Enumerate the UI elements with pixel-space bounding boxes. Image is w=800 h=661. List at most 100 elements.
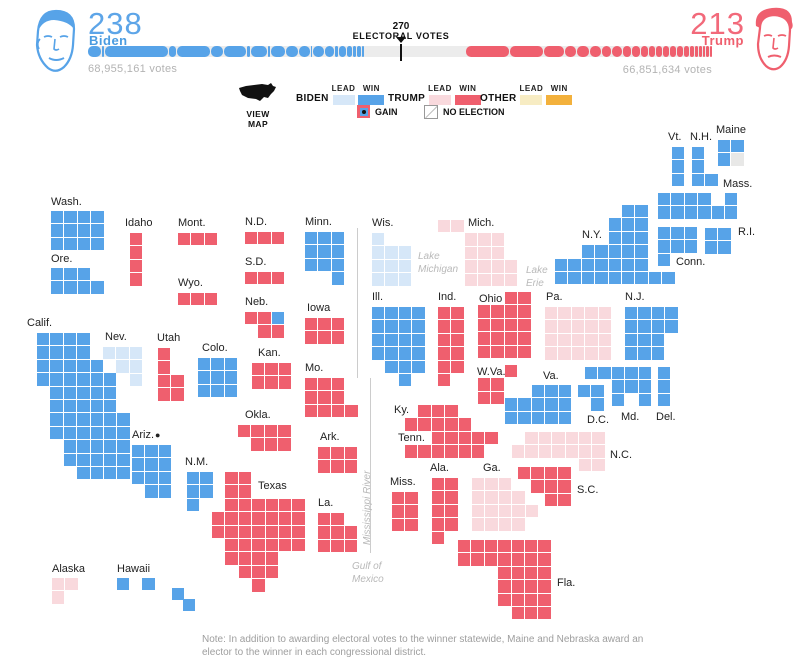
state-cell-kan[interactable] <box>265 363 278 376</box>
state-cell-mass[interactable] <box>725 193 738 206</box>
state-cell-del[interactable] <box>658 380 671 393</box>
state-cell-sd[interactable] <box>245 272 258 285</box>
state-cell-ohio[interactable] <box>491 318 504 332</box>
state-cell-md[interactable] <box>611 367 625 380</box>
state-cell-texas[interactable] <box>212 525 225 538</box>
state-cell-ill[interactable] <box>412 360 425 373</box>
state-cell-maine[interactable] <box>718 140 731 153</box>
state-cell-ill[interactable] <box>372 320 385 333</box>
state-cell-ill[interactable] <box>385 360 398 373</box>
state-cell-mich[interactable] <box>505 260 518 273</box>
state-cell-sc[interactable] <box>531 480 544 493</box>
state-cell-ala[interactable] <box>445 518 458 531</box>
state-cell-nc[interactable] <box>552 432 565 445</box>
state-cell-mont[interactable] <box>191 233 204 246</box>
state-cell-ny[interactable] <box>635 258 648 271</box>
state-cell-texas[interactable] <box>212 512 225 525</box>
state-cell-ny[interactable] <box>622 258 635 271</box>
state-cell-va[interactable] <box>518 411 531 425</box>
state-cell-sc[interactable] <box>544 480 558 493</box>
state-cell-mo[interactable] <box>305 391 318 404</box>
state-cell-ny[interactable] <box>581 245 595 258</box>
state-cell-texas[interactable] <box>252 498 265 512</box>
state-cell-iowa[interactable] <box>331 318 345 331</box>
state-cell-calif[interactable] <box>117 426 130 440</box>
state-cell-pa[interactable] <box>598 320 611 333</box>
state-cell-ohio[interactable] <box>491 345 504 358</box>
state-cell-wis[interactable] <box>398 273 412 286</box>
state-cell-calif[interactable] <box>63 386 77 399</box>
state-cell-ky[interactable] <box>445 405 458 418</box>
state-cell-ny[interactable] <box>622 272 635 285</box>
state-cell-nh[interactable] <box>692 147 705 160</box>
state-cell-calif[interactable] <box>77 400 90 413</box>
state-cell-ill[interactable] <box>398 333 412 347</box>
state-cell-mass[interactable] <box>711 206 724 219</box>
state-cell-ind[interactable] <box>451 347 464 360</box>
state-cell-nh[interactable] <box>692 173 705 187</box>
state-cell-mass[interactable] <box>658 193 671 206</box>
state-cell-idaho[interactable] <box>130 259 143 273</box>
state-cell-ohio[interactable] <box>518 305 531 318</box>
state-cell-ore[interactable] <box>77 268 91 281</box>
state-cell-fla[interactable] <box>498 580 511 593</box>
state-cell-nm[interactable] <box>200 472 213 485</box>
state-cell-texas[interactable] <box>238 498 252 512</box>
state-cell-ill[interactable] <box>398 360 412 373</box>
state-cell-calif[interactable] <box>37 346 50 359</box>
state-cell-ariz[interactable] <box>132 445 145 458</box>
state-cell-dc[interactable] <box>578 385 591 398</box>
state-cell-mass[interactable] <box>725 206 738 219</box>
state-cell-hawaii[interactable] <box>171 588 185 601</box>
state-cell-texas[interactable] <box>252 565 265 579</box>
state-cell-ill[interactable] <box>385 333 398 347</box>
state-cell-iowa[interactable] <box>318 331 331 344</box>
state-cell-ri[interactable] <box>705 228 718 241</box>
state-cell-tenn[interactable] <box>458 432 471 445</box>
state-cell-nj[interactable] <box>651 320 665 333</box>
state-cell-wis[interactable] <box>372 246 385 259</box>
state-cell-calif[interactable] <box>50 386 63 399</box>
state-cell-fla[interactable] <box>511 553 524 566</box>
state-cell-vt[interactable] <box>672 160 685 173</box>
state-cell-ariz[interactable] <box>145 445 158 458</box>
state-cell-md[interactable] <box>585 367 598 380</box>
state-cell-utah[interactable] <box>171 388 184 401</box>
state-cell-fla[interactable] <box>471 540 484 553</box>
state-cell-calif[interactable] <box>77 467 90 480</box>
state-cell-alaska[interactable] <box>52 578 65 591</box>
state-cell-va[interactable] <box>505 411 518 425</box>
state-cell-nd[interactable] <box>271 232 285 245</box>
state-cell-ore[interactable] <box>64 268 77 281</box>
state-cell-fla[interactable] <box>511 566 524 580</box>
state-cell-colo[interactable] <box>224 384 238 398</box>
state-cell-ky[interactable] <box>405 418 418 431</box>
state-cell-sc[interactable] <box>558 493 571 507</box>
state-cell-ga[interactable] <box>485 478 498 491</box>
state-cell-ind[interactable] <box>451 307 464 320</box>
state-cell-mass[interactable] <box>671 206 684 219</box>
state-cell-nd[interactable] <box>258 232 271 245</box>
state-cell-ohio[interactable] <box>478 332 491 345</box>
state-cell-ill[interactable] <box>372 307 385 320</box>
state-cell-la[interactable] <box>331 539 344 553</box>
state-cell-calif[interactable] <box>50 413 63 426</box>
state-cell-ga[interactable] <box>512 504 525 518</box>
state-cell-ohio[interactable] <box>504 345 518 358</box>
state-cell-mont[interactable] <box>204 233 218 246</box>
state-cell-nj[interactable] <box>638 307 651 320</box>
state-cell-fla[interactable] <box>511 540 524 553</box>
state-cell-wva[interactable] <box>478 378 491 391</box>
state-cell-wash[interactable] <box>64 211 77 224</box>
state-cell-texas[interactable] <box>238 472 252 485</box>
state-cell-sc[interactable] <box>518 467 531 480</box>
state-cell-sc[interactable] <box>544 467 558 480</box>
state-cell-calif[interactable] <box>90 373 103 386</box>
state-cell-okla[interactable] <box>278 438 291 451</box>
state-cell-calif[interactable] <box>77 346 90 359</box>
state-cell-fla[interactable] <box>538 540 551 553</box>
state-cell-mo[interactable] <box>305 378 318 391</box>
state-cell-ny[interactable] <box>622 245 635 258</box>
state-cell-ga[interactable] <box>472 491 485 504</box>
state-cell-md[interactable] <box>611 380 625 393</box>
